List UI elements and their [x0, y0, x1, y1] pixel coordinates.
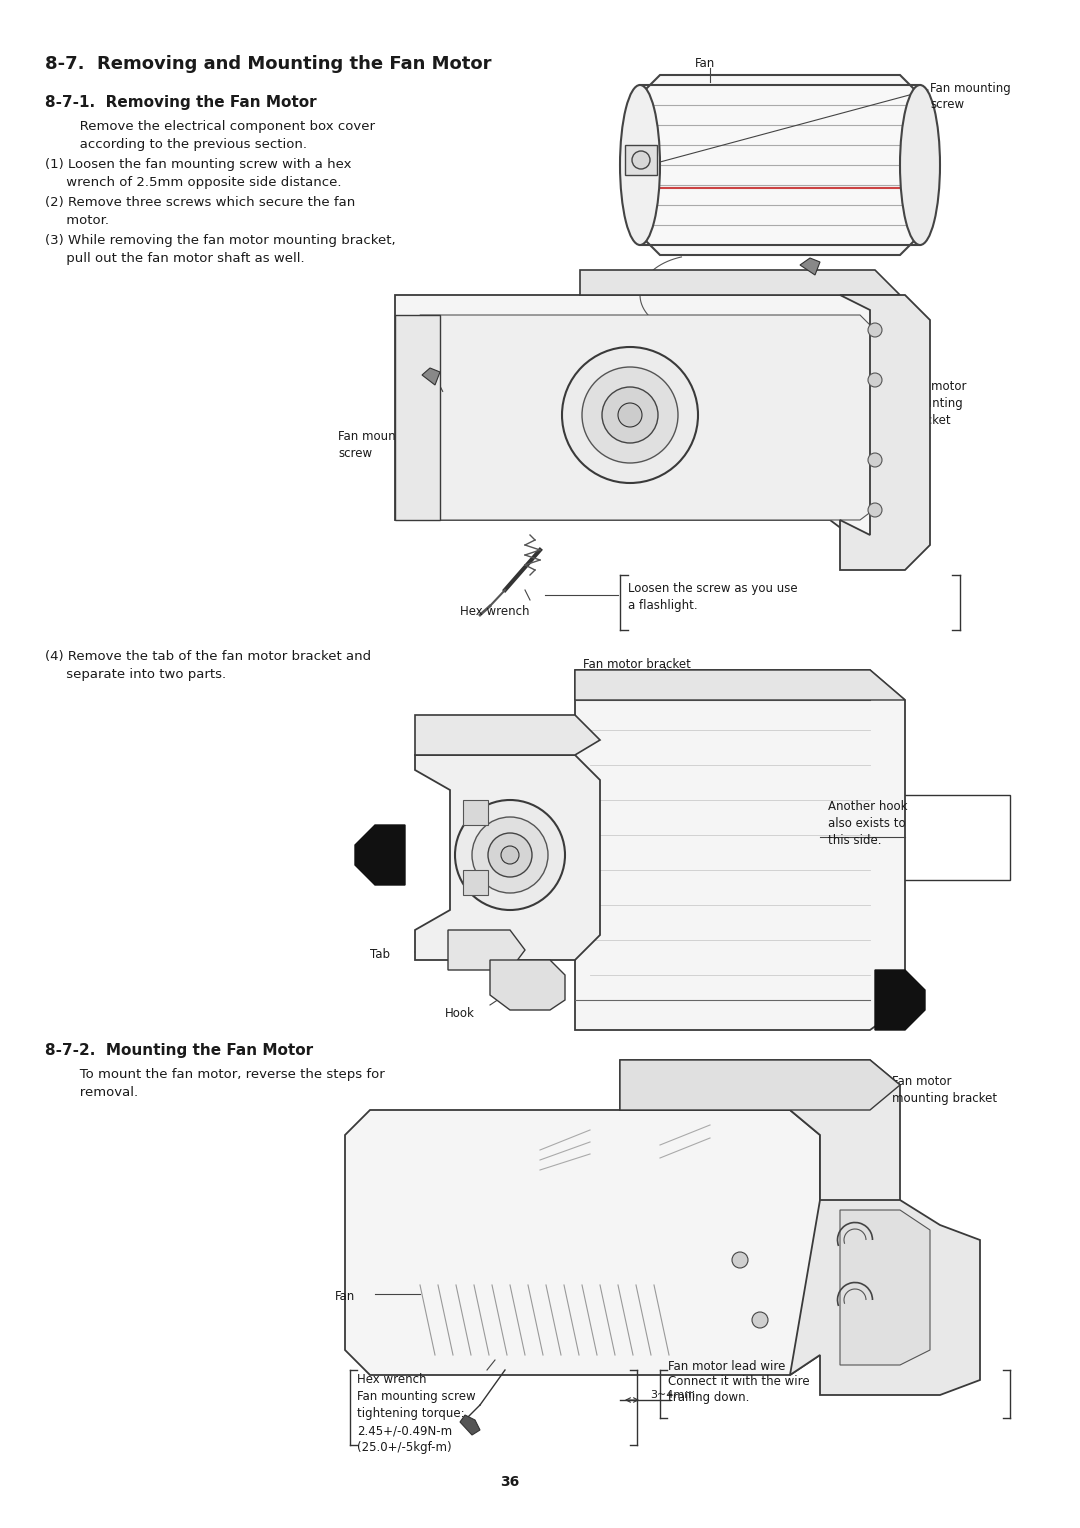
- Polygon shape: [575, 669, 905, 700]
- Text: Fan mounting: Fan mounting: [338, 429, 419, 443]
- Circle shape: [455, 801, 565, 911]
- Text: 2.45+/-0.49N-m: 2.45+/-0.49N-m: [357, 1424, 453, 1436]
- Polygon shape: [395, 295, 900, 535]
- Circle shape: [632, 151, 650, 170]
- Polygon shape: [640, 75, 920, 255]
- Text: separate into two parts.: separate into two parts.: [45, 668, 226, 681]
- Polygon shape: [355, 825, 405, 885]
- Text: Fan mounting screw: Fan mounting screw: [357, 1390, 475, 1403]
- Circle shape: [488, 833, 532, 877]
- Ellipse shape: [900, 86, 940, 244]
- Text: (1) Loosen the fan mounting screw with a hex: (1) Loosen the fan mounting screw with a…: [45, 157, 351, 171]
- Text: a flashlight.: a flashlight.: [627, 599, 698, 613]
- Polygon shape: [840, 295, 930, 570]
- Circle shape: [472, 817, 548, 892]
- Text: 3~4mm: 3~4mm: [650, 1390, 696, 1400]
- Polygon shape: [620, 1060, 900, 1274]
- Text: (4) Remove the tab of the fan motor bracket and: (4) Remove the tab of the fan motor brac…: [45, 649, 372, 663]
- Polygon shape: [625, 145, 657, 176]
- Text: screw: screw: [338, 448, 373, 460]
- Polygon shape: [620, 1060, 900, 1109]
- Circle shape: [868, 322, 882, 338]
- Polygon shape: [463, 869, 488, 895]
- Text: Connect it with the wire: Connect it with the wire: [669, 1375, 810, 1387]
- Polygon shape: [460, 1415, 480, 1435]
- Text: Another hook: Another hook: [828, 801, 907, 813]
- Circle shape: [602, 387, 658, 443]
- Circle shape: [732, 1251, 748, 1268]
- Text: (3) While removing the fan motor mounting bracket,: (3) While removing the fan motor mountin…: [45, 234, 395, 248]
- Text: Fan motor: Fan motor: [907, 380, 967, 393]
- Text: also exists to: also exists to: [828, 817, 906, 830]
- Text: mounting bracket: mounting bracket: [892, 1093, 997, 1105]
- Text: mounting: mounting: [907, 397, 963, 410]
- Polygon shape: [420, 315, 880, 520]
- Text: motor.: motor.: [45, 214, 109, 228]
- Circle shape: [618, 403, 642, 426]
- Polygon shape: [395, 315, 440, 520]
- Text: Hex wrench: Hex wrench: [460, 605, 529, 617]
- Text: removal.: removal.: [67, 1086, 138, 1099]
- Circle shape: [582, 367, 678, 463]
- Text: according to the previous section.: according to the previous section.: [67, 138, 307, 151]
- Text: Loosen the screw as you use: Loosen the screw as you use: [627, 582, 798, 594]
- Polygon shape: [463, 801, 488, 825]
- Text: tightening torque:: tightening torque:: [357, 1407, 464, 1420]
- Text: (25.0+/-5kgf-m): (25.0+/-5kgf-m): [357, 1441, 451, 1455]
- Text: Fan motor: Fan motor: [892, 1076, 951, 1088]
- Polygon shape: [415, 755, 600, 960]
- Polygon shape: [415, 715, 600, 755]
- Text: Remove the electrical component box cover: Remove the electrical component box cove…: [67, 121, 375, 133]
- Text: this side.: this side.: [828, 834, 881, 847]
- Polygon shape: [875, 970, 924, 1030]
- Text: 36: 36: [500, 1475, 519, 1488]
- Polygon shape: [580, 270, 900, 295]
- Text: Hex wrench: Hex wrench: [357, 1374, 427, 1386]
- Ellipse shape: [620, 86, 660, 244]
- Polygon shape: [345, 1109, 820, 1375]
- Text: trailing down.: trailing down.: [669, 1390, 750, 1404]
- Circle shape: [868, 452, 882, 468]
- Text: pull out the fan motor shaft as well.: pull out the fan motor shaft as well.: [45, 252, 305, 264]
- Text: Tab: Tab: [370, 947, 390, 961]
- Text: 8-7-2.  Mounting the Fan Motor: 8-7-2. Mounting the Fan Motor: [45, 1044, 313, 1057]
- Polygon shape: [789, 1199, 980, 1395]
- Text: 8-7.  Removing and Mounting the Fan Motor: 8-7. Removing and Mounting the Fan Motor: [45, 55, 491, 73]
- Text: To mount the fan motor, reverse the steps for: To mount the fan motor, reverse the step…: [67, 1068, 384, 1080]
- Text: bracket: bracket: [907, 414, 951, 426]
- Text: Fan motor: Fan motor: [892, 1285, 951, 1297]
- Circle shape: [868, 373, 882, 387]
- Polygon shape: [800, 258, 820, 275]
- Circle shape: [562, 347, 698, 483]
- Polygon shape: [448, 931, 525, 970]
- Text: screw: screw: [930, 98, 964, 112]
- Bar: [822, 795, 1010, 880]
- Polygon shape: [422, 368, 440, 385]
- Text: Fan motor bracket: Fan motor bracket: [583, 659, 691, 671]
- Text: Fan: Fan: [696, 57, 715, 70]
- Text: Fan: Fan: [335, 1290, 355, 1303]
- Polygon shape: [490, 960, 565, 1010]
- Text: (2) Remove three screws which secure the fan: (2) Remove three screws which secure the…: [45, 196, 355, 209]
- Text: Fan motor lead wire: Fan motor lead wire: [669, 1360, 785, 1374]
- Text: Fan mounting: Fan mounting: [930, 83, 1011, 95]
- Circle shape: [752, 1313, 768, 1328]
- Text: Hook: Hook: [445, 1007, 475, 1021]
- Circle shape: [501, 847, 519, 863]
- Polygon shape: [575, 669, 905, 1030]
- Text: wrench of 2.5mm opposite side distance.: wrench of 2.5mm opposite side distance.: [45, 176, 341, 189]
- Text: 8-7-1.  Removing the Fan Motor: 8-7-1. Removing the Fan Motor: [45, 95, 316, 110]
- Polygon shape: [840, 1210, 930, 1365]
- Circle shape: [868, 503, 882, 516]
